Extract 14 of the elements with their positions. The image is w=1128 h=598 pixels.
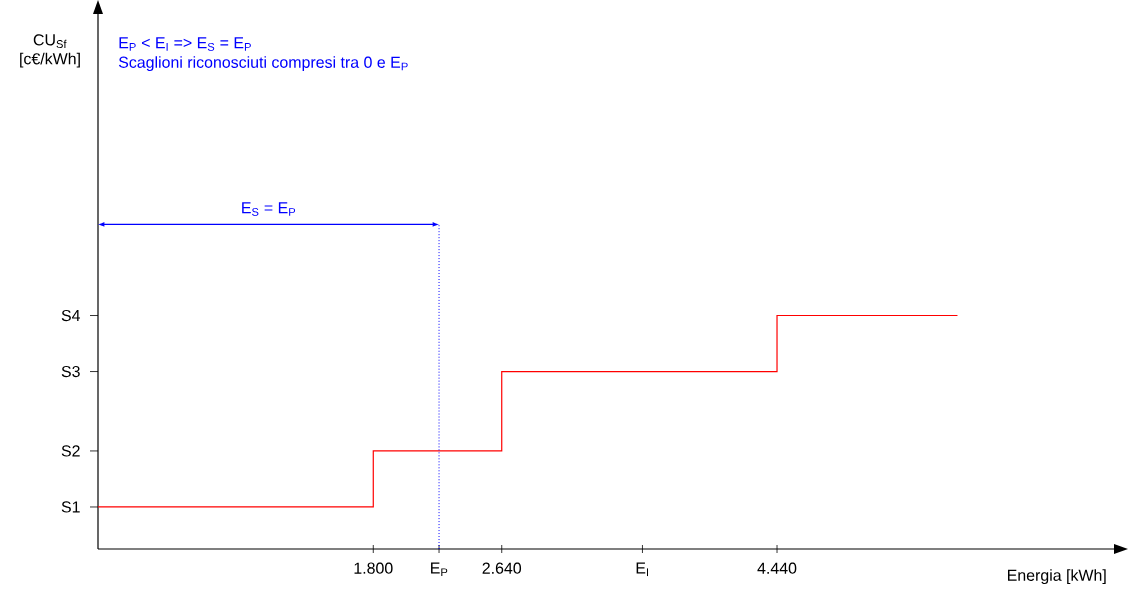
x-tick-label: E$_{P}$ xyxy=(431,562,448,577)
text: Scaglioni riconosciuti compresi tra 0 e E$_{P}$ xyxy=(118,56,408,72)
text: E$_{S}$ = E$_{P}$ xyxy=(242,202,296,216)
x-tick-label: 2.640 xyxy=(482,562,522,574)
x-tick-label: 4.440 xyxy=(757,562,797,574)
text: CU$_{Sf}$ [c€/kWh] xyxy=(20,34,80,68)
x-tick-label: 1.800 xyxy=(354,562,393,574)
x-tick-label: E$_{I}$ xyxy=(636,562,649,577)
text: E$_{P}$ < E$_{I}$ => E$_{S}$ = E$_{P}$ xyxy=(119,37,251,51)
text: S4 xyxy=(61,309,81,322)
x-axis-title: Energia [kWh] xyxy=(1008,569,1106,585)
text: S1 xyxy=(61,501,80,513)
text: S2 xyxy=(61,445,80,457)
text: S3 xyxy=(61,365,80,378)
